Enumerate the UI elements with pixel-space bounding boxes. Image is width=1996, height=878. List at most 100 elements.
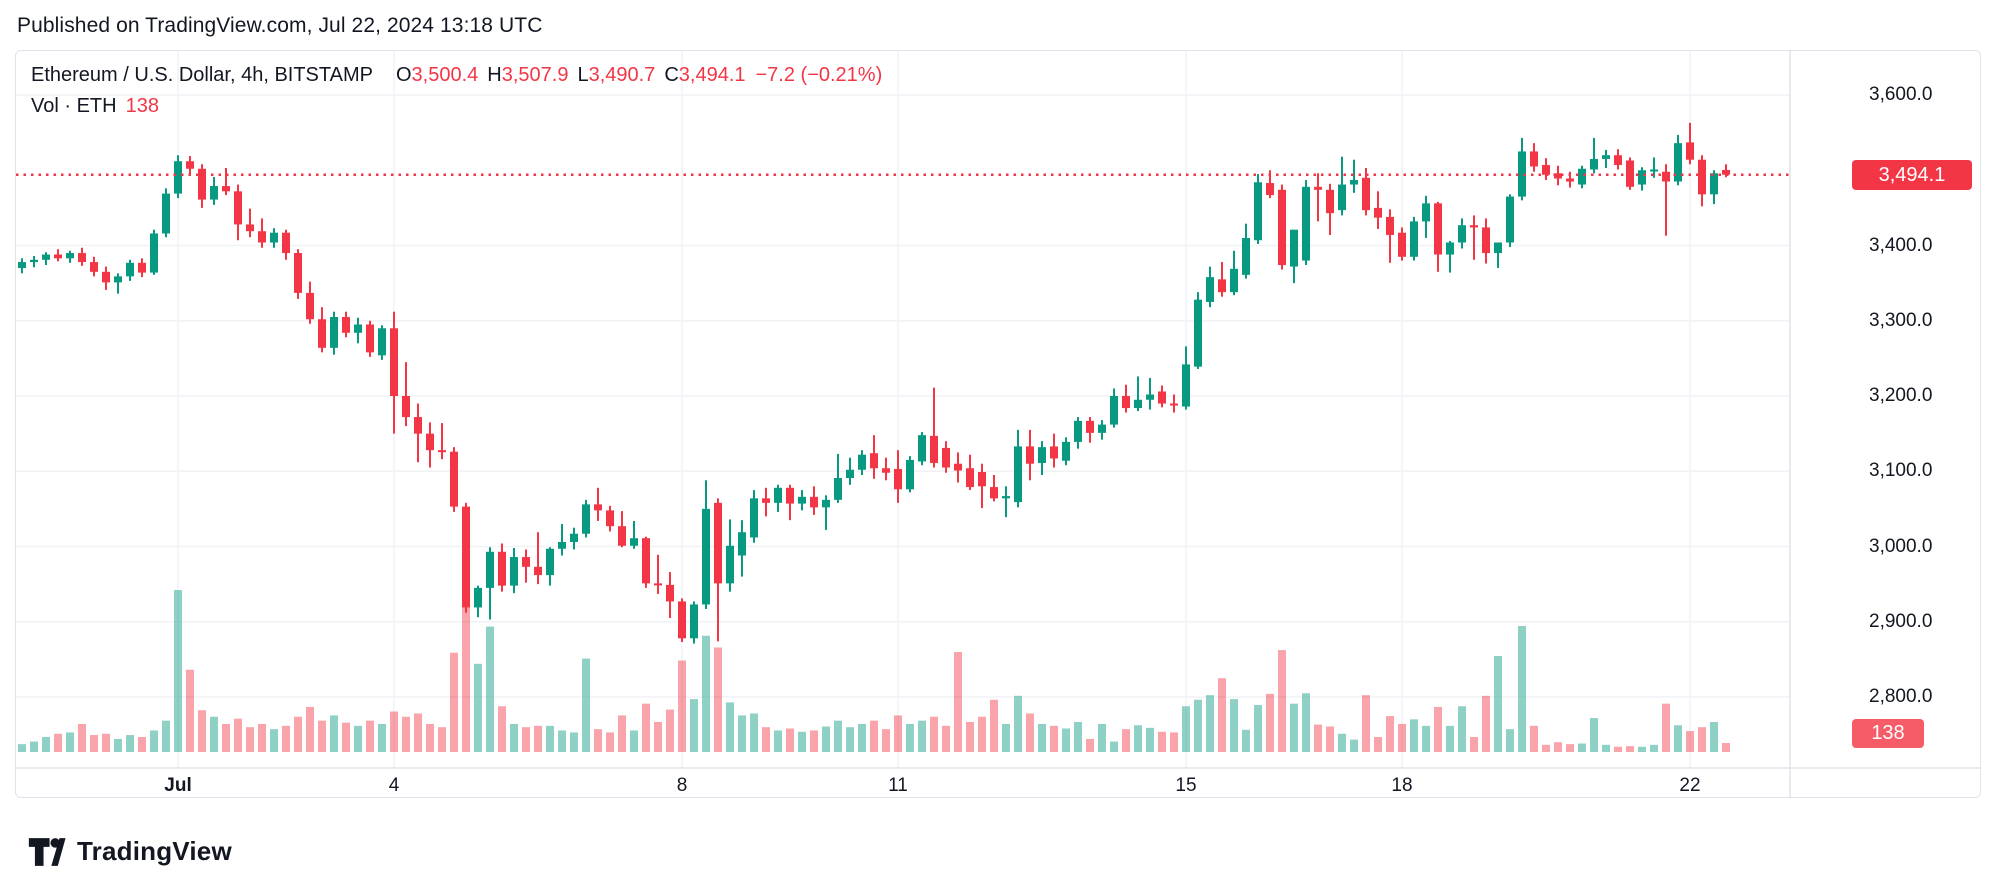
volume-bar [942, 725, 950, 752]
volume-bar [774, 730, 782, 752]
volume-bar [630, 730, 638, 752]
candle-body [1602, 155, 1610, 159]
candle-body [582, 504, 590, 534]
chart-panel[interactable]: Ethereum / U.S. Dollar, 4h, BITSTAMP O3,5… [15, 50, 1981, 798]
candle-body [726, 545, 734, 584]
price-tick-3300: 3,300.0 [1869, 309, 1933, 331]
candle-body [1098, 424, 1106, 433]
volume-bar [1122, 729, 1130, 752]
volume-bar [798, 731, 806, 752]
volume-bar [1434, 706, 1442, 752]
volume-bar [1638, 746, 1646, 752]
volume-series [18, 590, 1730, 752]
volume-bar [690, 699, 698, 752]
volume-bar [1566, 744, 1574, 752]
volume-bar [1446, 725, 1454, 752]
volume-bar [1362, 695, 1370, 752]
volume-bar [162, 720, 170, 752]
candle-body [534, 566, 542, 576]
candle-body [666, 584, 674, 602]
volume-bar [894, 715, 902, 752]
ohlc-key-L: L [577, 64, 589, 86]
symbol-title[interactable]: Ethereum / U.S. Dollar, 4h, BITSTAMP [31, 64, 373, 86]
candle-body [1578, 168, 1586, 185]
volume-bar [138, 736, 146, 752]
price-tick-3600: 3,600.0 [1869, 84, 1933, 105]
volume-bar [1470, 736, 1478, 752]
volume-bar [462, 591, 470, 752]
candle-body [1398, 232, 1406, 257]
candle-body [1386, 216, 1394, 235]
volume-bar [642, 703, 650, 752]
volume-bar [1098, 723, 1106, 752]
ohlc-key-O: O [395, 64, 412, 86]
volume-bar [1614, 746, 1622, 752]
candle-body [738, 532, 746, 556]
candle-body [258, 231, 266, 243]
volume-bar [450, 652, 458, 752]
volume-bar [186, 669, 194, 752]
volume-bar [1302, 693, 1310, 752]
candle-body [150, 233, 158, 273]
volume-bar [930, 716, 938, 752]
volume-bar [1110, 741, 1118, 752]
candle-body [1110, 396, 1118, 425]
volume-bar [1410, 719, 1418, 752]
candle-body [630, 538, 638, 546]
candle-body [1086, 420, 1094, 433]
volume-bar [438, 727, 446, 752]
candle-body [1302, 186, 1310, 261]
volume-bar [210, 716, 218, 752]
candlestick-chart[interactable] [16, 51, 1980, 797]
volume-bar [1062, 728, 1070, 752]
candle-body [1374, 207, 1382, 218]
volume-bar [666, 709, 674, 752]
volume-bar [306, 706, 314, 752]
candle-series [18, 122, 1730, 644]
volume-bar [1170, 732, 1178, 752]
candle-body [1566, 178, 1574, 182]
volume-bar [546, 725, 554, 752]
volume-bar [654, 721, 662, 752]
candle-body [378, 328, 386, 356]
footer-brand[interactable]: TradingView [28, 836, 232, 867]
candle-body [858, 454, 866, 470]
candle-body [846, 469, 854, 479]
volume-bar [114, 738, 122, 752]
candle-body [306, 292, 314, 320]
candle-body [954, 463, 962, 471]
time-tick-18: 18 [1391, 775, 1413, 796]
candle-body [366, 324, 374, 353]
volume-bar [1242, 729, 1250, 752]
candle-body [786, 487, 794, 504]
candle-body [1266, 183, 1274, 196]
volume-bar [1578, 743, 1586, 752]
volume-bar [18, 744, 26, 752]
volume-bar [1086, 738, 1094, 752]
price-tick-3200: 3,200.0 [1869, 385, 1933, 406]
volume-bar [414, 713, 422, 752]
volume-bar [1350, 739, 1358, 752]
candle-body [138, 262, 146, 273]
volume-bar [318, 720, 326, 752]
volume-bar [174, 590, 182, 752]
volume-bar [1074, 721, 1082, 752]
volume-bar [738, 715, 746, 752]
volume-bar [750, 713, 758, 752]
volume-bar [1650, 744, 1658, 752]
volume-bar [426, 723, 434, 752]
candle-body [174, 161, 182, 194]
candle-body [186, 161, 194, 169]
volume-bar [366, 720, 374, 752]
candle-body [234, 191, 242, 225]
candle-body [1638, 170, 1646, 185]
time-tick-Jul: Jul [164, 775, 192, 796]
candle-body [462, 506, 470, 608]
volume-bar [1698, 727, 1706, 752]
price-tick-3100: 3,100.0 [1869, 460, 1933, 482]
candle-body [1230, 268, 1238, 293]
candle-body [1002, 496, 1010, 499]
time-tick-22: 22 [1679, 775, 1701, 796]
volume-bar [1674, 725, 1682, 752]
candle-body [474, 587, 482, 608]
